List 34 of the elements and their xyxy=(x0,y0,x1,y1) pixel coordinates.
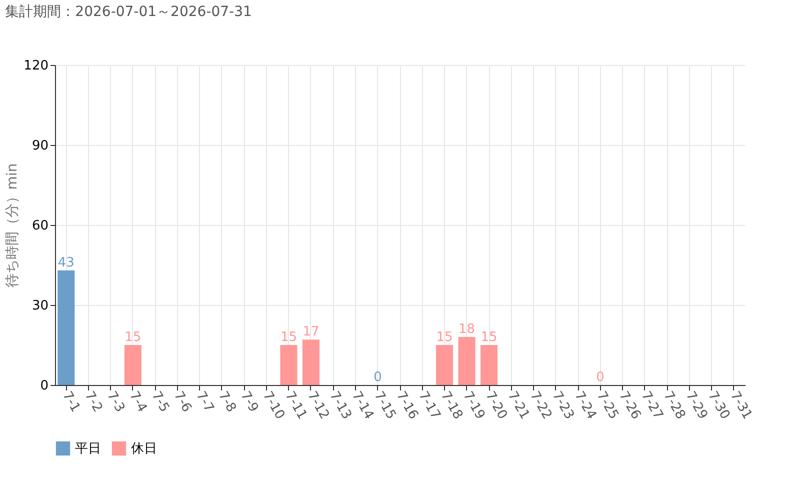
data-label: 0 xyxy=(374,370,382,385)
bar xyxy=(436,345,454,385)
x-tick-label: 7-2 xyxy=(81,389,106,415)
data-label: 15 xyxy=(280,330,297,345)
data-label: 0 xyxy=(596,370,604,385)
data-label: 43 xyxy=(58,255,74,270)
data-label: 18 xyxy=(458,322,476,337)
bar xyxy=(124,345,142,385)
x-tick-label: 7-8 xyxy=(215,389,239,415)
y-axis-title: 待ち時間（分）min xyxy=(4,163,21,288)
legend-label: 平日 xyxy=(75,441,101,456)
legend-label: 休日 xyxy=(131,441,157,456)
chart-title: 集計期間：2026-07-01～2026-07-31 xyxy=(5,4,252,20)
y-tick-label: 120 xyxy=(24,58,48,74)
data-label: 15 xyxy=(124,330,142,345)
bar xyxy=(480,345,498,385)
data-label: 17 xyxy=(302,324,320,340)
x-tick-label: 7-9 xyxy=(237,389,261,415)
x-tick-label: 7-1 xyxy=(59,389,83,415)
x-tick-label: 7-6 xyxy=(170,389,194,415)
bar xyxy=(458,337,476,385)
bar xyxy=(58,270,75,385)
y-tick-label: 0 xyxy=(40,378,48,394)
x-tick-label: 7-4 xyxy=(126,389,150,415)
bar xyxy=(280,345,298,385)
data-label: 15 xyxy=(480,330,498,345)
y-tick-label: 60 xyxy=(32,218,48,234)
bar xyxy=(302,340,320,385)
y-tick-label: 90 xyxy=(32,138,48,154)
x-tick-label: 7-5 xyxy=(148,389,172,415)
data-label: 15 xyxy=(436,330,453,345)
y-tick-label: 30 xyxy=(32,298,48,314)
x-tick-label: 7-3 xyxy=(104,389,128,415)
x-tick-label: 7-7 xyxy=(192,389,216,415)
